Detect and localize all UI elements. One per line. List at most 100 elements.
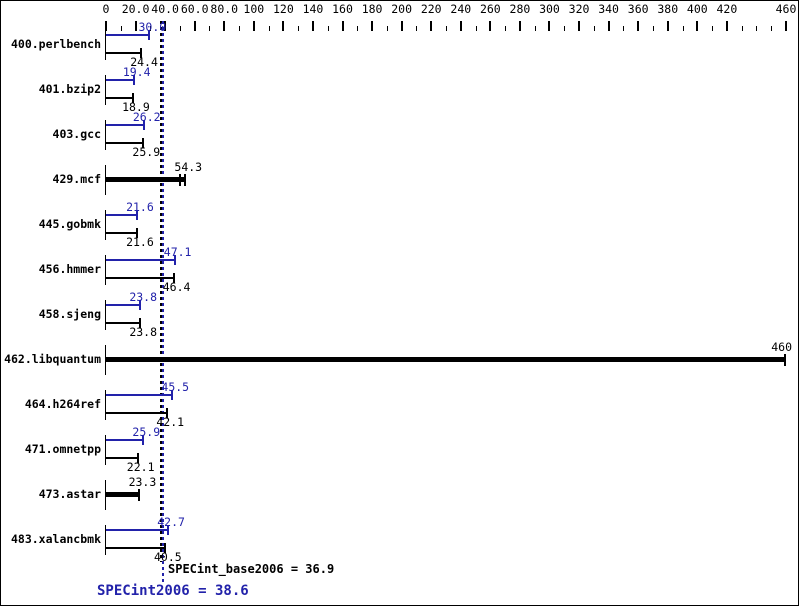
peak-bar bbox=[106, 439, 145, 441]
result-bar bbox=[106, 357, 786, 362]
base-value: 22.1 bbox=[126, 460, 155, 474]
base-bar bbox=[106, 142, 145, 144]
base-value: 46.4 bbox=[162, 280, 191, 294]
peak-value: 47.1 bbox=[163, 245, 192, 259]
axis-tick-label: 20.0 bbox=[121, 2, 150, 16]
axis-major-tick bbox=[282, 21, 285, 31]
base-bar-end-tick bbox=[142, 138, 145, 148]
axis-major-tick bbox=[193, 21, 196, 31]
base-bar-end-tick bbox=[163, 543, 166, 553]
axis-tick-label: 0 bbox=[102, 2, 110, 16]
peak-reference-line bbox=[162, 21, 165, 583]
axis-major-tick bbox=[105, 21, 107, 31]
axis-major-tick bbox=[223, 21, 226, 31]
axis-tick-label: 180 bbox=[361, 2, 383, 16]
result-bar-second-tick bbox=[179, 174, 182, 186]
base-value: 23.8 bbox=[129, 325, 158, 339]
axis-minor-tick bbox=[209, 26, 211, 31]
row-baseline-tick bbox=[105, 165, 106, 195]
peak-bar-end-tick bbox=[142, 435, 145, 445]
row-baseline-tick bbox=[105, 30, 106, 60]
axis-tick-label: 400 bbox=[686, 2, 708, 16]
row-baseline-tick bbox=[105, 210, 106, 240]
peak-metric-summary: SPECint2006 = 38.6 bbox=[97, 583, 249, 599]
peak-bar bbox=[106, 79, 135, 81]
peak-bar bbox=[106, 394, 174, 396]
axis-minor-tick bbox=[712, 26, 714, 31]
base-metric-summary: SPECint_base2006 = 36.9 bbox=[168, 562, 335, 576]
benchmark-label: 456.hmmer bbox=[38, 262, 101, 276]
axis-tick-label: 220 bbox=[420, 2, 442, 16]
axis-tick-label: 340 bbox=[598, 2, 619, 16]
benchmark-label: 471.omnetpp bbox=[24, 442, 101, 456]
axis-major-tick bbox=[400, 21, 403, 31]
row-baseline-tick bbox=[105, 435, 106, 465]
benchmark-label: 403.gcc bbox=[52, 127, 101, 141]
row-baseline-tick bbox=[105, 390, 106, 420]
row-baseline-tick bbox=[105, 525, 106, 555]
axis-minor-tick bbox=[593, 26, 595, 31]
axis-major-tick bbox=[696, 21, 699, 31]
axis-minor-tick bbox=[416, 26, 418, 31]
base-bar bbox=[106, 457, 139, 459]
axis-major-tick bbox=[459, 21, 462, 31]
axis-major-tick bbox=[607, 21, 610, 31]
axis-minor-tick bbox=[298, 26, 300, 31]
axis-major-tick bbox=[637, 21, 640, 31]
axis-tick-label: 360 bbox=[627, 2, 649, 16]
axis-minor-tick bbox=[386, 26, 388, 31]
axis-major-tick bbox=[578, 21, 581, 31]
result-value: 54.3 bbox=[174, 160, 203, 174]
base-bar-end-tick bbox=[172, 273, 175, 283]
axis-minor-tick bbox=[120, 26, 122, 31]
peak-value: 30.0 bbox=[138, 20, 167, 34]
benchmark-label: 445.gobmk bbox=[38, 217, 101, 231]
benchmark-label: 401.bzip2 bbox=[38, 82, 101, 96]
peak-value: 23.8 bbox=[129, 290, 158, 304]
peak-value: 45.5 bbox=[161, 380, 190, 394]
axis-minor-tick bbox=[534, 26, 536, 31]
axis-tick-label: 260 bbox=[479, 2, 501, 16]
peak-bar bbox=[106, 259, 176, 261]
peak-bar-end-tick bbox=[142, 120, 145, 130]
axis-minor-tick bbox=[756, 26, 758, 31]
base-value: 42.1 bbox=[156, 415, 185, 429]
peak-value: 19.4 bbox=[122, 65, 151, 79]
result-bar bbox=[106, 492, 141, 497]
axis-major-tick bbox=[341, 21, 344, 31]
row-baseline-tick bbox=[105, 120, 106, 150]
row-baseline-tick bbox=[105, 300, 106, 330]
axis-major-tick bbox=[518, 21, 521, 31]
axis-tick-label: 120 bbox=[273, 2, 294, 16]
row-baseline-tick bbox=[105, 255, 106, 285]
axis-tick-label: 460 bbox=[775, 2, 797, 16]
peak-bar-end-tick bbox=[167, 525, 170, 535]
peak-bar bbox=[106, 124, 145, 126]
result-value: 460 bbox=[771, 340, 792, 354]
result-bar-end-tick bbox=[784, 354, 786, 366]
axis-major-tick bbox=[430, 21, 433, 31]
benchmark-label: 429.mcf bbox=[52, 172, 101, 186]
base-value: 21.6 bbox=[126, 235, 154, 249]
benchmark-label: 400.perlbench bbox=[10, 37, 101, 51]
benchmark-label: 462.libquantum bbox=[4, 352, 101, 366]
axis-minor-tick bbox=[682, 26, 684, 31]
peak-bar bbox=[106, 529, 170, 531]
base-bar-end-tick bbox=[131, 93, 134, 103]
axis-minor-tick bbox=[475, 26, 477, 31]
axis-tick-label: 320 bbox=[568, 2, 590, 16]
benchmark-label: 458.sjeng bbox=[38, 307, 101, 321]
axis-minor-tick bbox=[357, 26, 359, 31]
axis-minor-tick bbox=[623, 26, 625, 31]
benchmark-label: 483.xalancbmk bbox=[10, 532, 101, 546]
axis-tick-label: 280 bbox=[509, 2, 531, 16]
base-value: 18.9 bbox=[122, 100, 150, 114]
peak-value: 26.2 bbox=[132, 110, 161, 124]
peak-value: 21.6 bbox=[126, 200, 154, 214]
axis-minor-tick bbox=[268, 26, 270, 31]
peak-bar-end-tick bbox=[135, 210, 138, 220]
peak-value: 42.7 bbox=[157, 515, 185, 529]
peak-bar-end-tick bbox=[148, 30, 151, 40]
peak-bar-end-tick bbox=[139, 300, 142, 310]
